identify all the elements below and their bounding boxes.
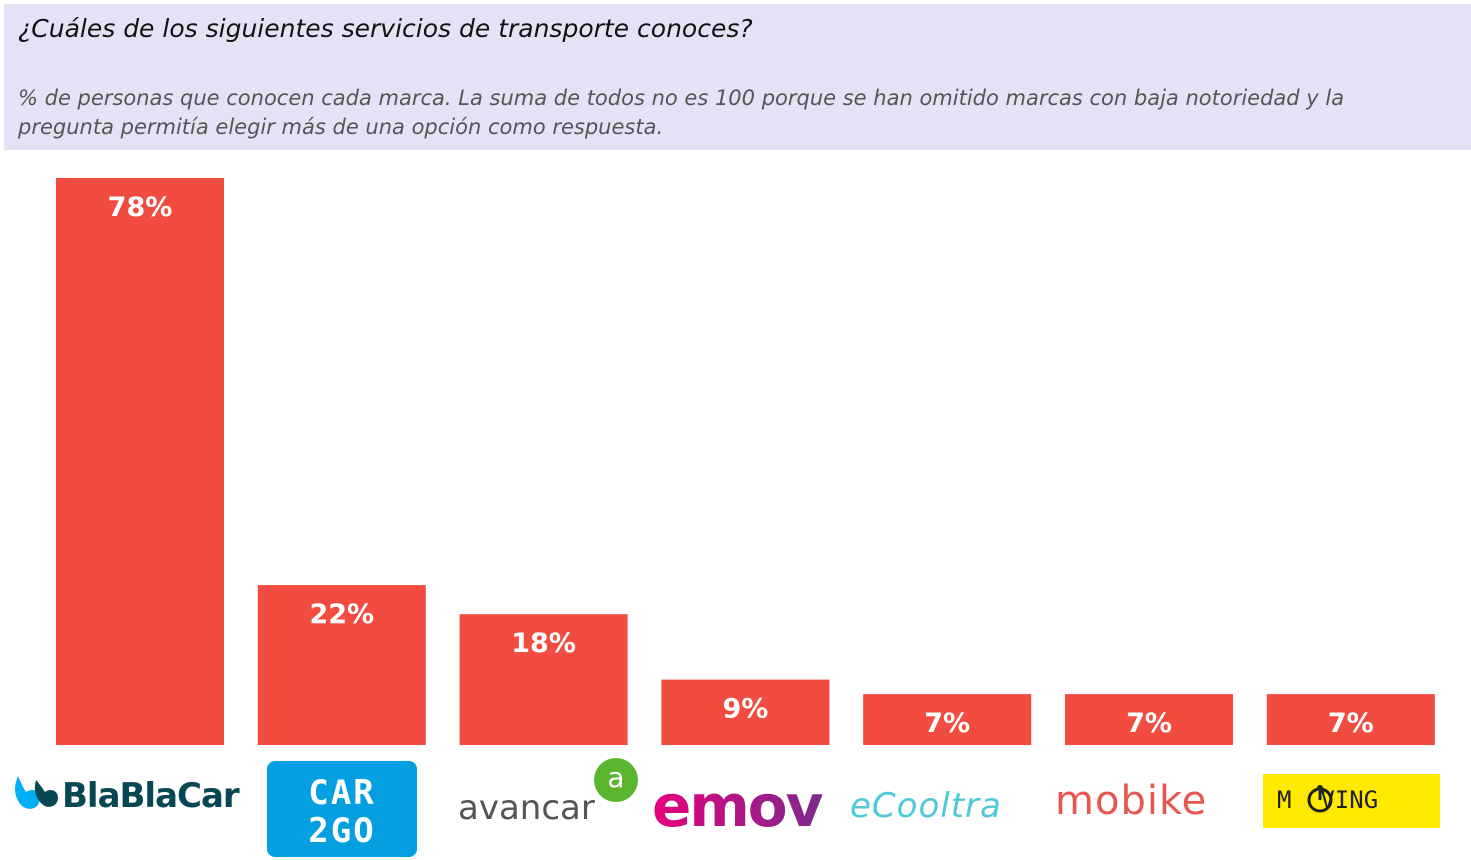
- bar-mobike: [1065, 694, 1233, 745]
- bar-blablacar: [56, 178, 224, 745]
- chart-header: ¿Cuáles de los siguientes servicios de t…: [4, 4, 1471, 150]
- ecooltra-logo: eCooltra: [850, 786, 1045, 830]
- bar-value-label: 9%: [722, 694, 768, 725]
- blablacar-logo-text: BlaBlaCar: [62, 776, 240, 816]
- avancar-badge-icon: a: [594, 758, 638, 802]
- emov-logo-graphic: emov: [652, 776, 825, 836]
- ecooltra-logo-text: eCooltra: [850, 786, 1002, 826]
- bar-value-label: 7%: [924, 708, 970, 739]
- moving-logo: M VING: [1263, 774, 1440, 828]
- bar-value-label: 22%: [309, 599, 374, 630]
- mobike-logo: mobike: [1055, 778, 1250, 828]
- car2go-logo-line2: 2GO: [308, 811, 376, 851]
- bar-ecooltra: [863, 694, 1032, 745]
- avancar-badge-letter: a: [607, 761, 625, 794]
- blablacar-logo: BlaBlaCar: [12, 770, 242, 826]
- bar-avancar: [459, 614, 628, 745]
- emov-logo-text: emov: [652, 776, 823, 836]
- car2go-logo: CAR 2GO: [267, 761, 417, 857]
- car2go-logo-line1: CAR: [308, 773, 376, 813]
- bar-value-label: 18%: [511, 628, 576, 659]
- bar-moving: [1266, 694, 1435, 745]
- wheelchair-icon: [1307, 785, 1333, 813]
- bar-chart-plot: 78% 22% 18% 9% 7% 7% 7%: [56, 178, 1435, 745]
- bar-car2go: [257, 585, 426, 745]
- avancar-logo: avancar a: [458, 758, 648, 838]
- chart-title: ¿Cuáles de los siguientes servicios de t…: [18, 14, 753, 43]
- blablacar-drop-icon: [15, 776, 58, 809]
- bar-emov: [661, 679, 830, 745]
- bar-chart: 78% 22% 18% 9% 7% 7% 7% BlaBlaCar CAR 2GO avan…: [0, 150, 1471, 860]
- bar-value-label: 7%: [1126, 708, 1172, 739]
- avancar-logo-text: avancar: [458, 788, 595, 828]
- emov-logo: emov: [650, 776, 840, 836]
- mobike-logo-text: mobike: [1055, 778, 1208, 824]
- chart-subtitle: % de personas que conocen cada marca. La…: [18, 86, 1345, 139]
- bar-value-label: 7%: [1328, 708, 1374, 739]
- bar-value-label: 78%: [108, 192, 173, 223]
